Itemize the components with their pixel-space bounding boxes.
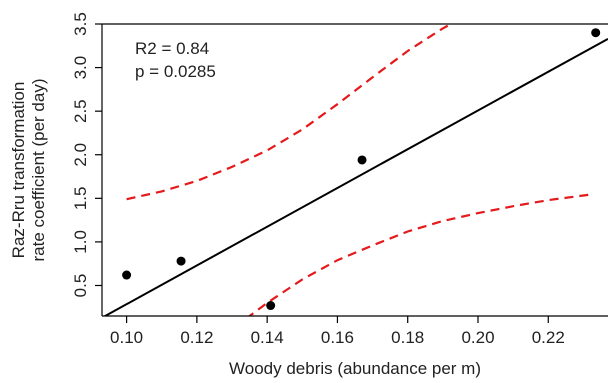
- y-tick-label: 3.5: [71, 12, 90, 36]
- y-axis-label-line-2: rate coefficient (per day): [29, 79, 48, 262]
- x-tick-label: 0.18: [391, 328, 424, 347]
- data-point: [266, 301, 276, 311]
- x-tick-label: 0.12: [180, 328, 213, 347]
- data-point-layer: [122, 28, 601, 311]
- data-point: [176, 256, 186, 266]
- upper-confidence-curve: [126, 24, 454, 201]
- r-squared-annotation: R2 = 0.84: [135, 39, 209, 58]
- data-point: [357, 155, 367, 165]
- y-tick-label: 3.0: [71, 56, 90, 80]
- data-point: [122, 270, 132, 280]
- axes: 0.10 0.12 0.14 0.16 0.18 0.20 0.22 0.5 1.0 1.5 2.0…: [71, 12, 608, 347]
- lower-confidence-curve: [247, 193, 589, 316]
- data-point: [591, 28, 601, 38]
- regression-layer: [103, 37, 608, 316]
- y-tick-label: 1.0: [71, 230, 90, 254]
- y-axis-label-line-1: Raz-Rru transformation: [9, 82, 28, 259]
- x-tick-label: 0.14: [251, 328, 284, 347]
- confidence-band-layer: [126, 24, 589, 316]
- x-tick-label: 0.20: [461, 328, 494, 347]
- regression-line: [103, 37, 608, 316]
- y-tick-label: 2.5: [71, 99, 90, 123]
- y-tick-label: 1.5: [71, 187, 90, 211]
- p-value-annotation: p = 0.0285: [135, 62, 216, 81]
- y-tick-label: 2.0: [71, 143, 90, 167]
- x-tick-label: 0.22: [532, 328, 565, 347]
- y-tick-label: 0.5: [71, 274, 90, 298]
- x-axis-label: Woody debris (abundance per m): [229, 359, 481, 378]
- x-tick-label: 0.10: [110, 328, 143, 347]
- x-tick-label: 0.16: [321, 328, 354, 347]
